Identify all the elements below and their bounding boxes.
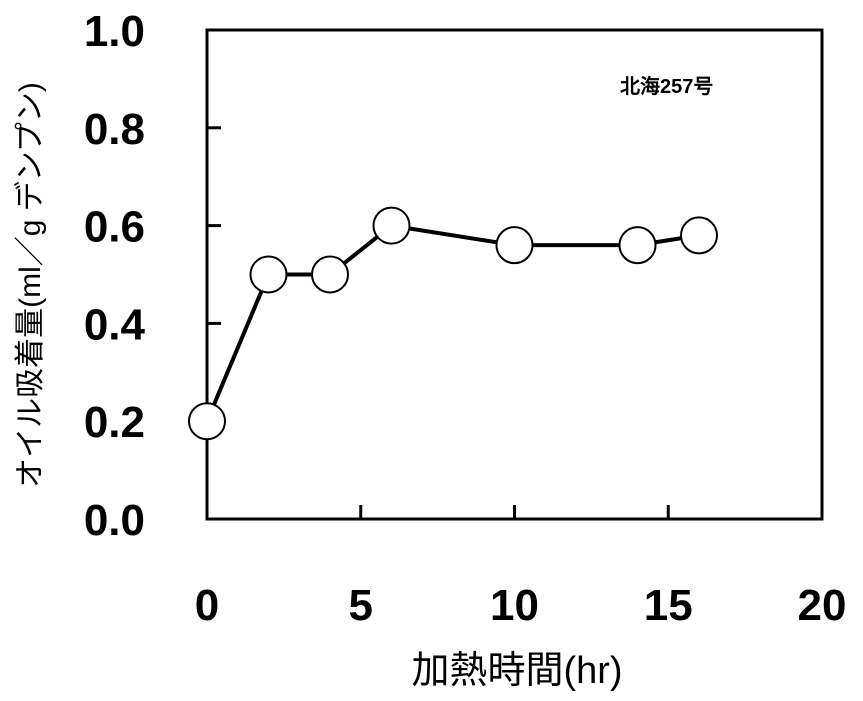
data-point — [495, 226, 534, 265]
annotation: 北海257号 — [620, 74, 713, 98]
data-point — [618, 226, 657, 265]
x-tick-label: 20 — [798, 581, 847, 630]
data-point — [188, 402, 226, 441]
y-tick-label: 0.2 — [84, 398, 145, 447]
x-tick-label: 0 — [195, 581, 219, 630]
y-tick-label: 0.6 — [84, 203, 145, 252]
x-tick-label: 15 — [644, 581, 693, 630]
y-tick-label: 0.0 — [84, 496, 145, 545]
x-tick-label: 10 — [490, 581, 539, 630]
data-point — [372, 206, 411, 245]
x-tick-label: 5 — [349, 581, 373, 630]
y-tick-label: 0.8 — [84, 105, 145, 154]
y-tick-label: 0.4 — [84, 300, 146, 349]
x-axis-label: 加熱時間(hr) — [411, 650, 622, 692]
data-point — [311, 255, 349, 294]
y-axis-label: オイル吸着量(ml／g デンプン) — [14, 82, 47, 488]
y-tick-label: 1.0 — [84, 7, 145, 56]
data-point — [680, 216, 718, 255]
data-point — [249, 255, 288, 294]
